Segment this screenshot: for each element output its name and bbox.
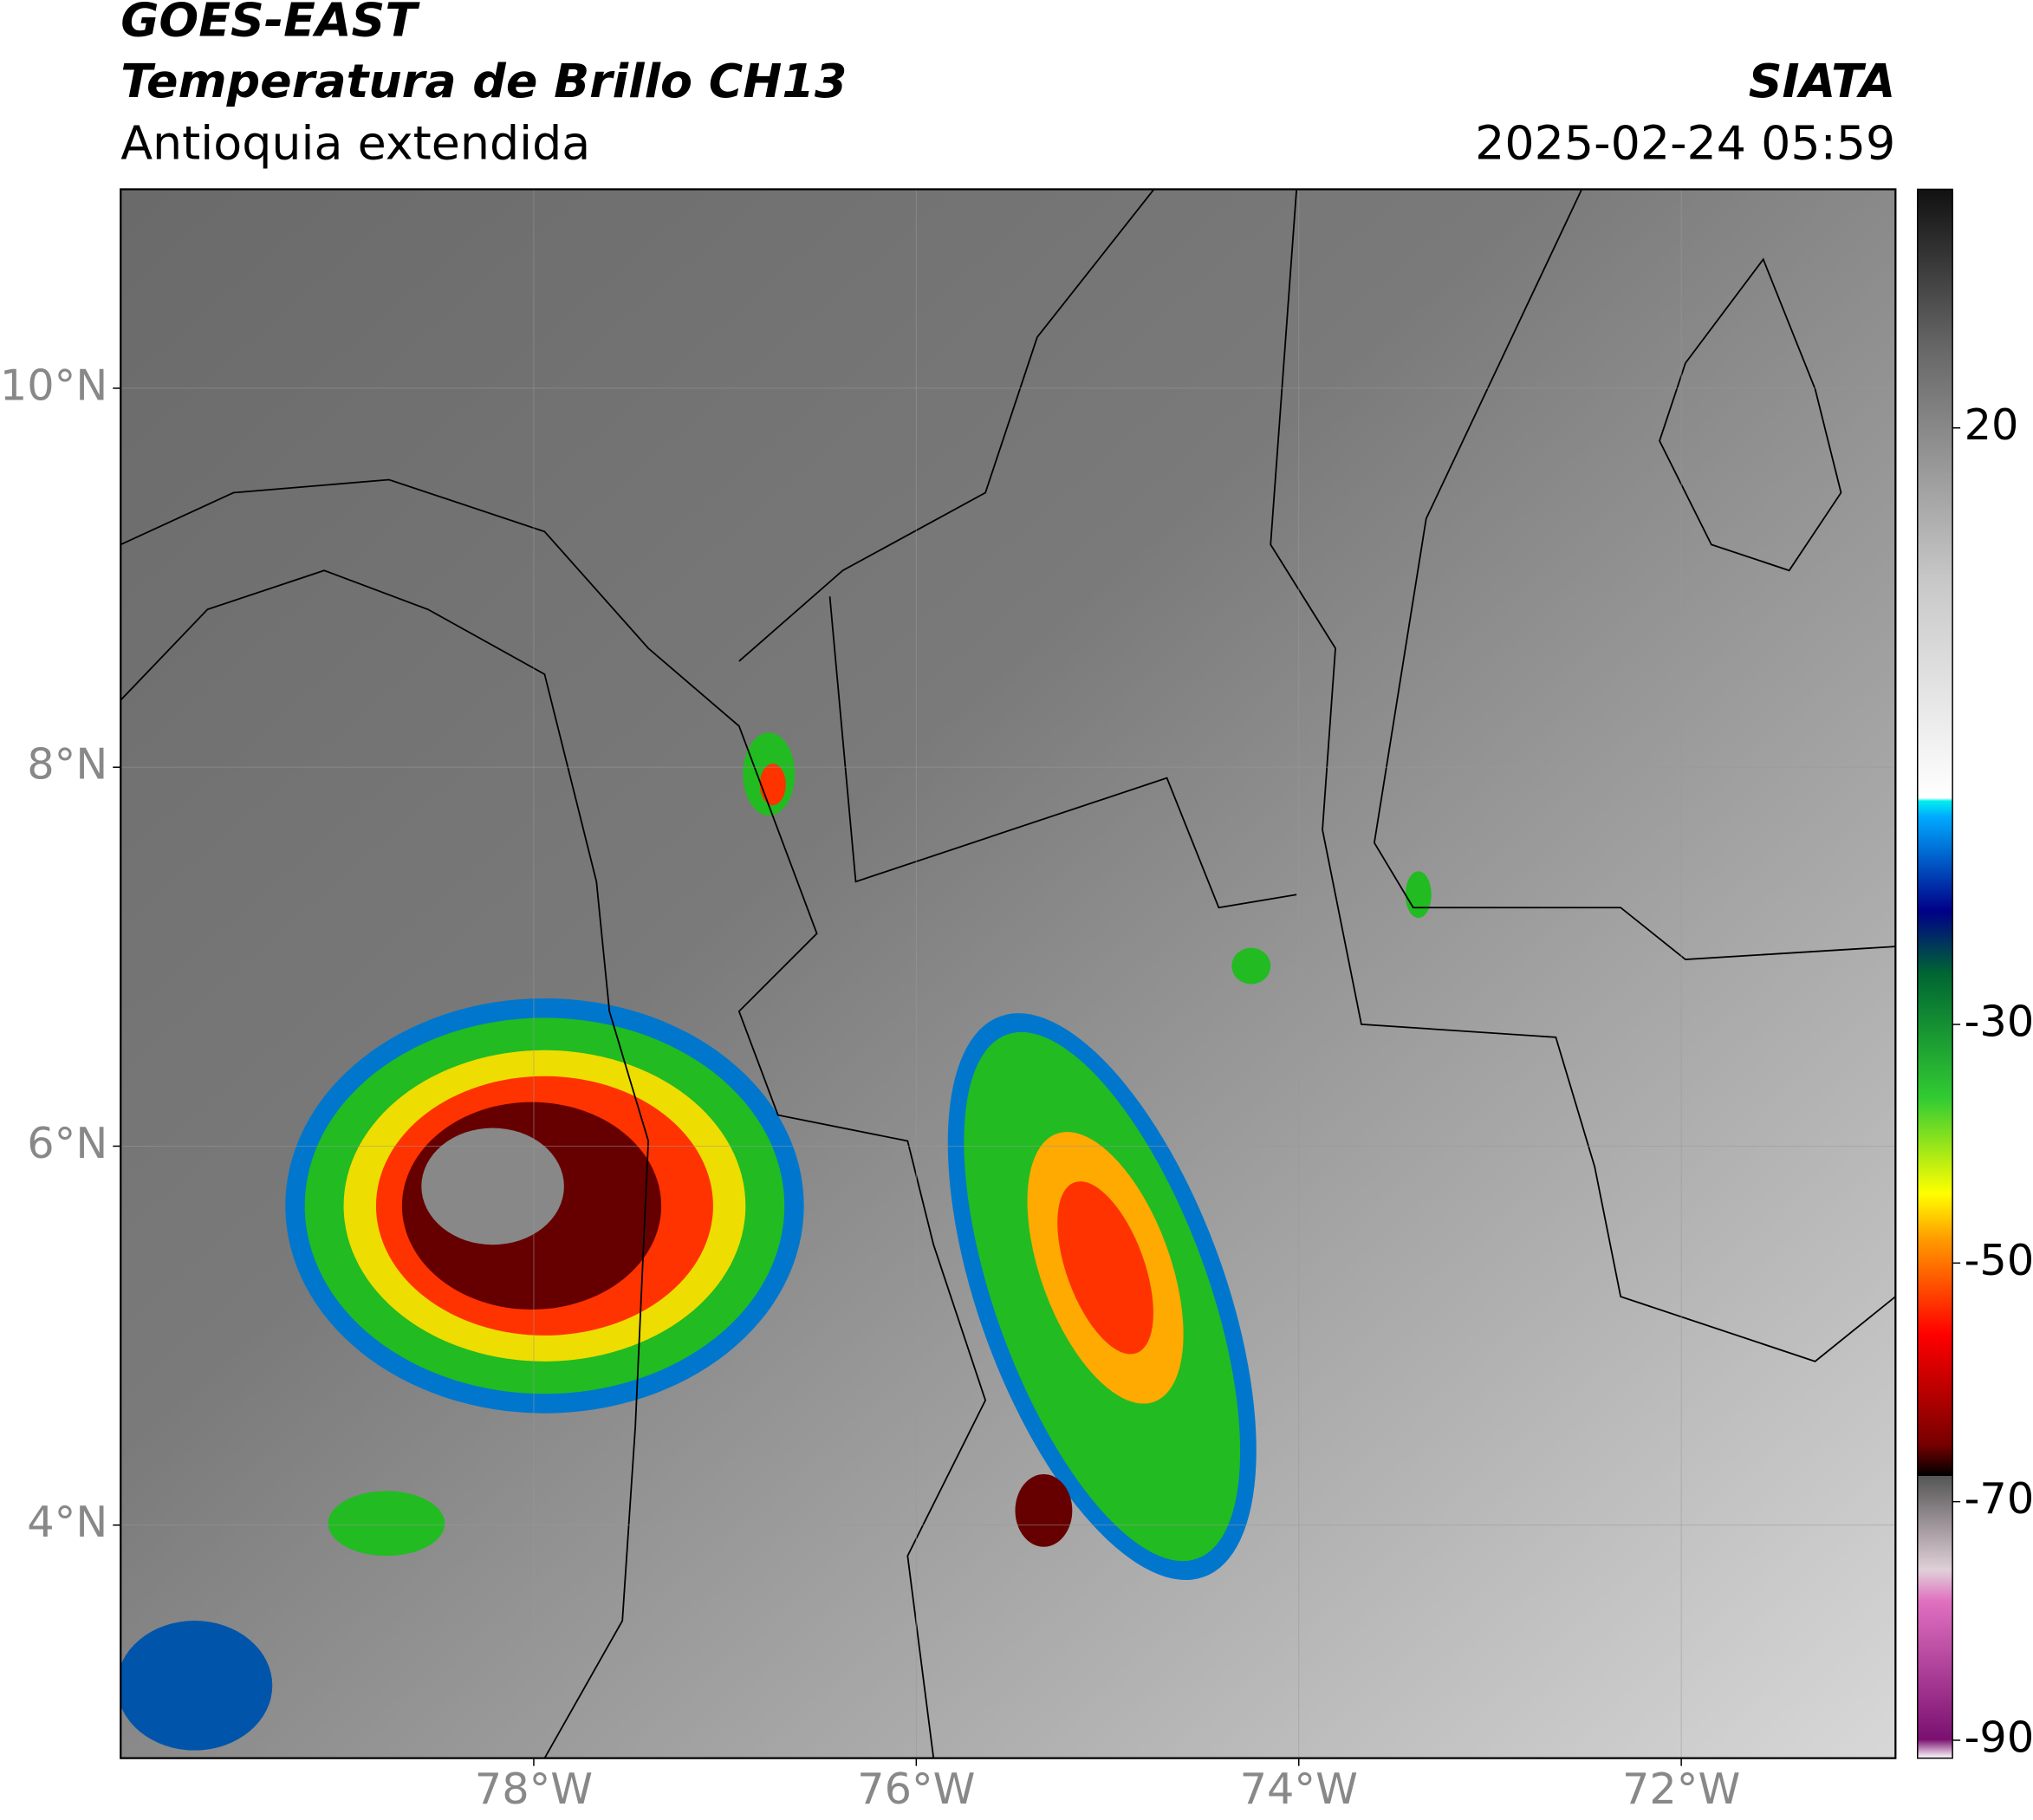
x-tick-label: 72°W: [1622, 1764, 1740, 1814]
colorbar-tick-label: -30: [1965, 997, 2033, 1047]
y-tick-label: 8°N: [27, 739, 107, 790]
map: [120, 189, 1896, 1758]
storm: [328, 1491, 445, 1557]
y-tick-label: 4°N: [27, 1497, 107, 1547]
map-frame: [120, 188, 1897, 1759]
grid: [120, 189, 1896, 1758]
storm: [1231, 947, 1271, 985]
x-tick-label: 76°W: [857, 1764, 975, 1814]
datetime: 2025-02-24 05:59: [1475, 116, 1895, 171]
colorbar: [1917, 188, 1953, 1759]
coastline: [120, 569, 650, 1758]
source: SIATA: [1749, 54, 1896, 108]
storm-core: [1015, 1474, 1073, 1547]
storm: [1405, 871, 1432, 919]
storm: [285, 998, 804, 1414]
x-tick-label: 74°W: [1240, 1764, 1358, 1814]
ticks: 78°W 76°W 74°W 72°W 10°N 8°N 6°N 4°N 20 -30 -50 -70…: [0, 360, 2033, 1814]
y-tick-label: 10°N: [0, 360, 107, 410]
subtitle: Temperatura de Brillo CH13: [120, 54, 847, 108]
border: [738, 189, 1896, 1362]
colorbar-tick-label: 20: [1965, 400, 2019, 450]
colorbar-tick-label: -70: [1965, 1473, 2033, 1524]
x-tick-label: 78°W: [475, 1764, 593, 1814]
storm: [947, 1013, 1257, 1581]
storm: [120, 1621, 273, 1751]
coastline: [120, 478, 987, 1758]
storm-core: [759, 764, 786, 806]
y-tick-label: 6°N: [27, 1118, 107, 1168]
colorbar-tick-label: -50: [1965, 1235, 2033, 1285]
colorbar-tick-label: -90: [1965, 1712, 2033, 1762]
region: Antioquia extendida: [120, 116, 590, 171]
title: GOES-EAST: [120, 0, 420, 48]
